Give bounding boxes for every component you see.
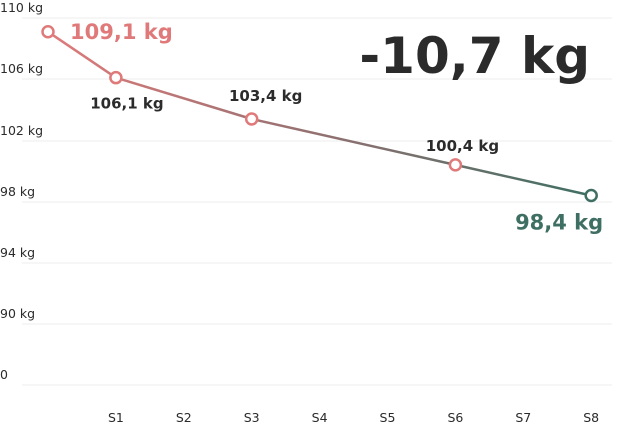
- y-tick-label: 106 kg: [0, 61, 43, 76]
- data-point: [109, 70, 123, 85]
- x-tick-label: S3: [244, 410, 260, 425]
- data-labels: 109,1 kg 106,1 kg 103,4 kg 100,4 kg 98,4 kg: [70, 20, 603, 235]
- data-label: 109,1 kg: [70, 20, 173, 44]
- data-points: [41, 25, 598, 203]
- x-tick-label: S4: [312, 410, 328, 425]
- y-tick-label: 0: [0, 367, 8, 382]
- x-tick-label: S8: [583, 410, 599, 425]
- data-label: 103,4 kg: [229, 87, 302, 105]
- data-label: 98,4 kg: [515, 210, 603, 234]
- y-axis-ticks: 0 90 kg 94 kg 98 kg 102 kg 106 kg 110 kg: [0, 0, 43, 382]
- y-tick-label: 98 kg: [0, 184, 35, 199]
- x-axis-ticks: S1 S2 S3 S4 S5 S6 S7 S8: [108, 410, 599, 425]
- y-tick-label: 94 kg: [0, 245, 35, 260]
- y-tick-label: 110 kg: [0, 0, 43, 15]
- x-tick-label: S6: [447, 410, 463, 425]
- x-tick-label: S2: [176, 410, 192, 425]
- x-tick-label: S1: [108, 410, 124, 425]
- y-tick-label: 102 kg: [0, 123, 43, 138]
- data-point: [244, 112, 259, 126]
- data-point: [584, 188, 598, 203]
- data-point: [448, 158, 463, 172]
- x-tick-label: S5: [380, 410, 396, 425]
- data-label: 106,1 kg: [90, 95, 163, 113]
- data-label: 100,4 kg: [426, 137, 499, 155]
- y-tick-label: 90 kg: [0, 306, 35, 321]
- data-point: [41, 25, 55, 39]
- weight-change-headline: -10,7 kg: [359, 27, 590, 85]
- x-tick-label: S7: [515, 410, 531, 425]
